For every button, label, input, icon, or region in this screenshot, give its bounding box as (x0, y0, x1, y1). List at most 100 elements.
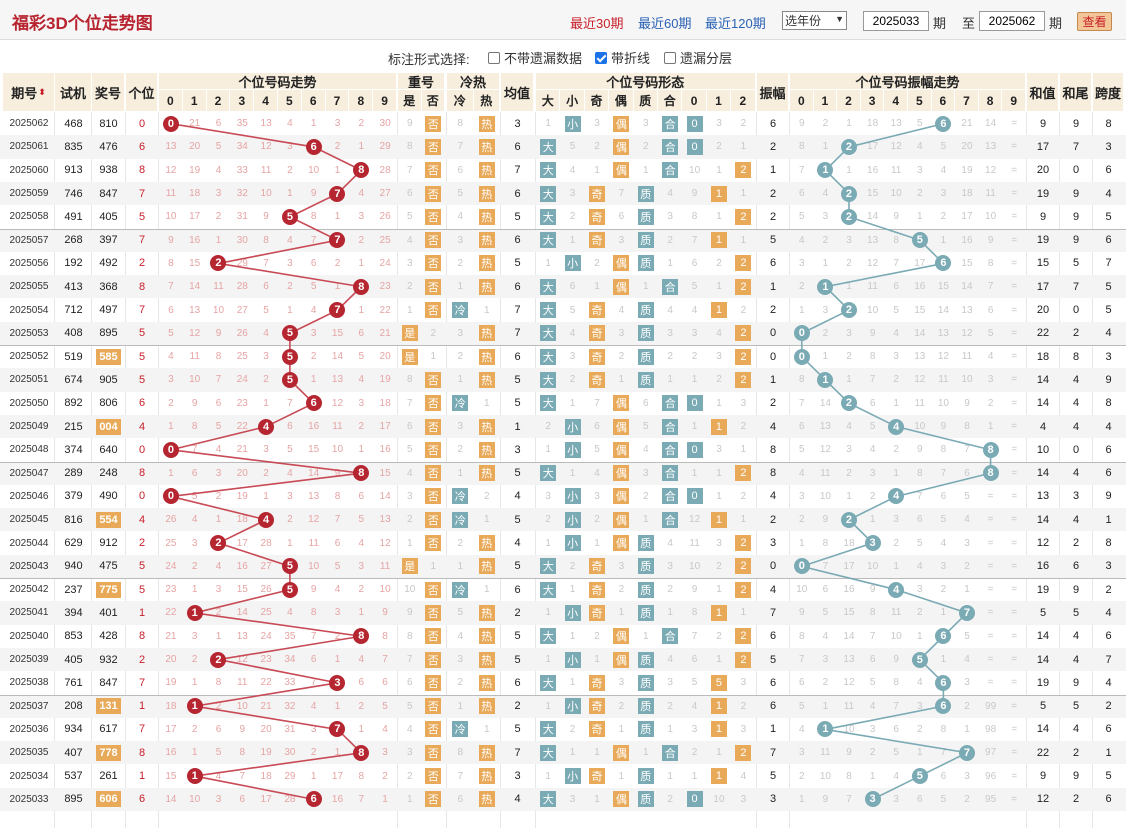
form-cell[interactable]: 4 (658, 531, 682, 554)
unit-digit[interactable]: 5 (138, 350, 146, 363)
amp-trend-cell[interactable]: 15 (955, 252, 979, 275)
amp-trend-cell[interactable]: 21 (955, 112, 979, 135)
trend-cell[interactable]: 2 (207, 695, 231, 718)
amp-trend-cell[interactable]: 19 (955, 159, 979, 182)
test-number[interactable]: 407 (64, 746, 83, 759)
trend-cell[interactable]: 2 (349, 578, 373, 601)
amp-trend-cell[interactable]: = (1002, 718, 1026, 741)
amp-trend-cell[interactable]: 3 (861, 788, 885, 811)
amp-trend-cell[interactable]: = (1002, 205, 1026, 228)
trend-cell[interactable]: 2 (183, 648, 207, 671)
form-cell[interactable]: 大 (536, 625, 560, 648)
form-cell[interactable]: 1 (585, 788, 609, 811)
trend-cell[interactable]: 31 (230, 205, 254, 228)
trend-cell[interactable]: 2 (349, 112, 373, 135)
tail-value[interactable]: 9 (1072, 583, 1080, 596)
form-cell[interactable]: 2 (731, 252, 755, 275)
amplitude-value[interactable]: 6 (769, 676, 777, 689)
avg-value[interactable]: 4 (514, 793, 521, 806)
trend-cell[interactable]: 2 (207, 648, 231, 671)
form-cell[interactable]: 2 (585, 508, 609, 531)
amp-trend-cell[interactable]: 1 (884, 462, 908, 485)
amp-trend-cell[interactable]: = (1002, 112, 1026, 135)
hotcold-cell[interactable]: 1 (447, 695, 474, 718)
trend-cell[interactable]: 11 (373, 555, 397, 578)
hotcold-cell[interactable]: 7 (447, 764, 474, 787)
amp-trend-cell[interactable]: = (1002, 135, 1026, 158)
amp-trend-cell[interactable]: 3 (932, 182, 956, 205)
amp-trend-cell[interactable]: 3 (837, 438, 861, 461)
form-cell[interactable]: 1 (707, 601, 731, 624)
issue-number[interactable]: 2025049 (9, 421, 49, 433)
trend-cell[interactable]: 1 (302, 112, 326, 135)
avg-value[interactable]: 5 (514, 467, 521, 480)
hotcold-cell[interactable]: 3 (447, 229, 474, 252)
trend-cell[interactable]: 14 (183, 275, 207, 298)
sum-value[interactable]: 5 (1039, 700, 1047, 713)
test-number[interactable]: 405 (64, 653, 83, 666)
trend-cell[interactable]: 6 (302, 788, 326, 811)
header-form-sub[interactable]: 2 (731, 90, 756, 112)
amp-trend-cell[interactable]: = (1002, 485, 1026, 508)
win-number-cell[interactable]: 606 (92, 788, 125, 811)
header-digit[interactable]: 0 (159, 90, 183, 112)
issue-number[interactable]: 2025058 (9, 211, 49, 223)
trend-cell[interactable]: 4 (349, 368, 373, 391)
repeat-cell[interactable]: 4 (398, 718, 422, 741)
form-cell[interactable]: 1 (560, 671, 584, 694)
trend-cell[interactable]: 7 (230, 764, 254, 787)
amplitude-value[interactable]: 3 (769, 793, 777, 806)
trend-cell[interactable]: 2 (183, 718, 207, 741)
avg-value[interactable]: 3 (514, 443, 521, 456)
form-cell[interactable]: 5 (585, 438, 609, 461)
amp-trend-cell[interactable]: 3 (861, 462, 885, 485)
amp-trend-cell[interactable]: 3 (814, 298, 838, 321)
amp-trend-cell[interactable]: = (1002, 508, 1026, 531)
amp-trend-cell[interactable]: 11 (979, 182, 1003, 205)
issue-number[interactable]: 2025062 (9, 118, 49, 130)
form-cell[interactable]: 小 (560, 601, 584, 624)
win-number-cell[interactable]: 895 (92, 322, 125, 345)
amp-trend-cell[interactable]: 10 (884, 625, 908, 648)
trend-cell[interactable]: 10 (302, 555, 326, 578)
test-number[interactable]: 394 (64, 606, 83, 619)
form-cell[interactable]: 2 (707, 368, 731, 391)
amp-trend-cell[interactable]: = (1002, 415, 1026, 438)
tail-value[interactable]: 4 (1072, 467, 1080, 480)
issue-number[interactable]: 2025050 (9, 397, 49, 409)
trend-cell[interactable]: 8 (349, 625, 373, 648)
option-polyline[interactable]: 带折线 (595, 48, 650, 67)
amp-trend-cell[interactable]: 9 (979, 229, 1003, 252)
form-cell[interactable]: 1 (634, 625, 658, 648)
repeat-cell[interactable]: 1 (398, 531, 422, 554)
trend-cell[interactable]: 7 (326, 182, 350, 205)
trend-cell[interactable]: 25 (230, 345, 254, 368)
amp-trend-cell[interactable]: 96 (979, 764, 1003, 787)
unit-digit[interactable]: 2 (138, 257, 146, 270)
trend-cell[interactable]: 9 (302, 182, 326, 205)
form-cell[interactable]: 1 (707, 229, 731, 252)
amp-trend-cell[interactable]: 4 (884, 485, 908, 508)
trend-cell[interactable]: 4 (349, 182, 373, 205)
trend-cell[interactable]: 1 (207, 508, 231, 531)
amp-trend-cell[interactable]: 7 (955, 741, 979, 764)
win-number-cell[interactable]: 778 (92, 741, 125, 764)
form-cell[interactable]: 2 (560, 205, 584, 228)
repeat-cell[interactable]: 否 (422, 298, 446, 321)
hotcold-cell[interactable]: 1 (447, 555, 474, 578)
form-cell[interactable]: 2 (609, 345, 633, 368)
amp-trend-cell[interactable]: 4 (932, 159, 956, 182)
form-cell[interactable]: 偶 (609, 159, 633, 182)
trend-cell[interactable]: 1 (326, 275, 350, 298)
avg-value[interactable]: 6 (514, 583, 521, 596)
amp-trend-cell[interactable]: 2 (955, 555, 979, 578)
trend-cell[interactable]: 11 (207, 275, 231, 298)
trend-cell[interactable]: 6 (349, 485, 373, 508)
repeat-cell[interactable]: 否 (422, 601, 446, 624)
form-cell[interactable]: 2 (585, 625, 609, 648)
trend-cell[interactable]: 19 (183, 159, 207, 182)
form-cell[interactable]: 质 (634, 648, 658, 671)
header-digit[interactable]: 1 (182, 90, 207, 112)
trend-cell[interactable]: 1 (278, 298, 302, 321)
form-cell[interactable]: 3 (658, 322, 682, 345)
